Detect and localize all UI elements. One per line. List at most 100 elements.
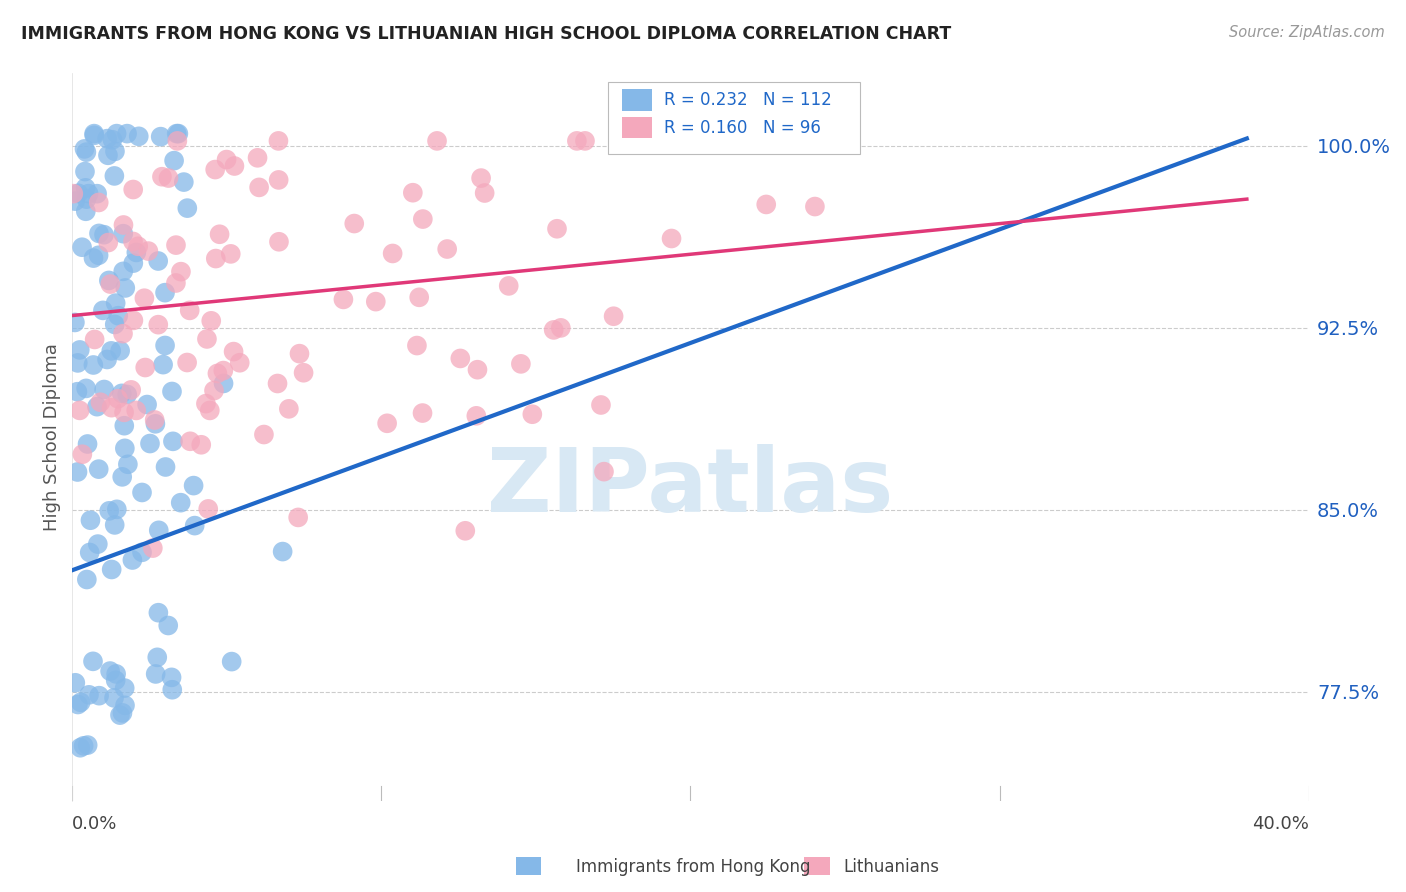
Point xyxy=(82,358,104,372)
Point xyxy=(66,384,89,399)
Point xyxy=(449,351,471,366)
Point xyxy=(70,240,93,254)
Point xyxy=(136,398,159,412)
Point xyxy=(72,739,94,753)
Point xyxy=(63,194,86,208)
Point xyxy=(436,242,458,256)
Point xyxy=(108,343,131,358)
Point xyxy=(221,655,243,669)
Text: ZIPatlas: ZIPatlas xyxy=(488,444,894,532)
Point xyxy=(160,670,183,684)
Point xyxy=(62,186,84,201)
Point xyxy=(212,376,235,391)
Text: 0.0%: 0.0% xyxy=(72,815,118,833)
Point xyxy=(115,387,138,401)
Point xyxy=(107,392,129,406)
Point xyxy=(202,384,225,398)
Point xyxy=(76,192,98,206)
Point xyxy=(166,134,188,148)
Point xyxy=(122,235,145,249)
Point xyxy=(565,134,588,148)
Point xyxy=(194,396,217,410)
Point xyxy=(247,180,270,194)
Point xyxy=(509,357,531,371)
Text: N = 96: N = 96 xyxy=(763,119,821,136)
Point xyxy=(408,290,430,304)
Point xyxy=(267,134,290,148)
Point xyxy=(157,171,180,186)
Point xyxy=(267,173,290,187)
Point xyxy=(143,413,166,427)
Point xyxy=(145,417,167,431)
Point xyxy=(602,310,624,324)
Point xyxy=(465,409,488,423)
Point xyxy=(79,513,101,527)
Point xyxy=(131,545,153,559)
Point xyxy=(117,458,139,472)
Point xyxy=(661,231,683,245)
Point xyxy=(108,708,131,723)
Bar xyxy=(516,857,541,875)
Point xyxy=(87,195,110,210)
Point xyxy=(287,510,309,524)
Point xyxy=(167,127,190,141)
Point xyxy=(96,352,118,367)
Point xyxy=(165,238,187,252)
Point xyxy=(146,650,169,665)
Point xyxy=(112,227,135,241)
Point xyxy=(114,442,136,456)
Point xyxy=(166,127,188,141)
Point xyxy=(134,291,156,305)
Point xyxy=(755,197,778,211)
Text: N = 112: N = 112 xyxy=(763,91,832,109)
Point xyxy=(498,279,520,293)
Point xyxy=(83,127,105,141)
Point xyxy=(145,667,167,681)
Point xyxy=(150,169,173,184)
Point xyxy=(67,186,90,201)
Point xyxy=(195,332,218,346)
Point xyxy=(100,401,122,415)
Point xyxy=(98,504,121,518)
Point xyxy=(412,212,434,227)
Bar xyxy=(804,857,830,875)
Point xyxy=(550,321,572,335)
FancyBboxPatch shape xyxy=(623,89,652,111)
Point xyxy=(97,273,120,287)
Point xyxy=(212,363,235,377)
Point xyxy=(804,200,827,214)
Point xyxy=(89,395,111,409)
Point xyxy=(200,314,222,328)
Point xyxy=(179,303,201,318)
Point xyxy=(139,436,162,450)
Point xyxy=(271,544,294,558)
Point xyxy=(101,133,124,147)
Point xyxy=(152,358,174,372)
Point xyxy=(170,265,193,279)
Point xyxy=(266,376,288,391)
Text: R = 0.232: R = 0.232 xyxy=(665,91,748,109)
Point xyxy=(105,127,128,141)
Point xyxy=(93,227,115,242)
Point xyxy=(97,148,120,162)
Point xyxy=(98,664,121,678)
Point xyxy=(253,427,276,442)
Point xyxy=(63,315,86,329)
Point xyxy=(127,239,149,253)
Point xyxy=(134,360,156,375)
Point xyxy=(125,245,148,260)
Point xyxy=(198,403,221,417)
Point xyxy=(104,318,127,332)
Point xyxy=(105,502,128,516)
Point xyxy=(73,164,96,178)
Point xyxy=(75,381,97,395)
Point xyxy=(77,186,100,201)
Point xyxy=(165,276,187,290)
Point xyxy=(155,460,177,475)
Point xyxy=(574,134,596,148)
Point xyxy=(131,485,153,500)
Point xyxy=(111,386,134,401)
Point xyxy=(107,309,129,323)
Point xyxy=(204,252,226,266)
Point xyxy=(426,134,449,148)
